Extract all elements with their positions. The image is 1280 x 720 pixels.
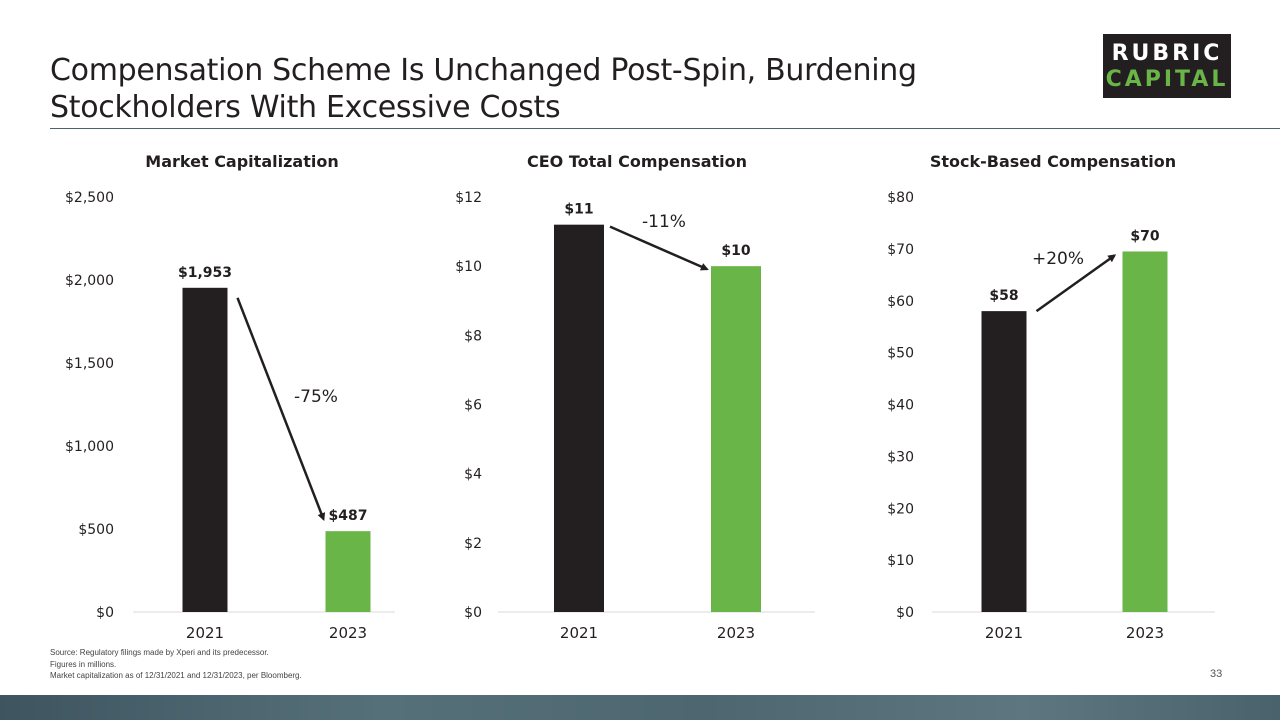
footnote-source: Source: Regulatory filings made by Xperi… [50,648,269,657]
stock-based-compensation-chart-title: Stock-Based Compensation [930,152,1176,171]
stock-based-compensation-y-tick-label: $0 [896,605,914,621]
page-title: Compensation Scheme Is Unchanged Post-Sp… [50,53,917,125]
stock-based-compensation-y-tick-label: $80 [887,190,914,206]
ceo-total-compensation-y-tick-label: $8 [464,328,482,344]
ceo-total-compensation-x-tick-label: 2023 [717,624,755,642]
market-capitalization-chart-title: Market Capitalization [145,152,338,171]
market-capitalization-data-label-2023: $487 [329,508,368,524]
ceo-total-compensation-change-arrow [609,225,709,271]
stock-based-compensation-x-tick-label: 2021 [985,624,1023,642]
market-capitalization-y-tick-label: $500 [78,522,114,538]
page-number: 33 [1210,668,1223,680]
charts-area: Market Capitalization $0 $500 $1,000 $1,500 $… [65,152,1215,642]
market-capitalization-y-tick-label: $2,000 [65,273,114,289]
stock-based-compensation-bar-2023 [1122,251,1168,612]
stock-based-compensation-y-tick-label: $10 [887,553,914,569]
rubric-capital-logo: RUBRIC CAPITAL [1103,34,1231,98]
ceo-total-compensation-bar-2023 [711,266,761,612]
footnote-units: Figures in millions. [50,659,117,669]
stock-based-compensation-y-tick-label: $50 [887,346,914,362]
stock-based-compensation-data-label-2021: $58 [989,288,1018,304]
ceo-total-compensation-change-label: -11% [642,212,686,232]
ceo-total-compensation-data-label-2021: $11 [564,202,593,218]
footnotes: Source: Regulatory filings made by Xperi… [50,647,302,682]
ceo-total-compensation-y-tick-label: $4 [464,467,482,483]
market-capitalization-y-tick-label: $2,500 [65,190,114,206]
market-capitalization-bar-2023 [325,531,371,612]
ceo-total-compensation-y-tick-label: $2 [464,536,482,552]
market-capitalization-bar-2021 [182,287,228,612]
ceo-total-compensation-y-tick-label: $12 [455,190,482,206]
market-capitalization-data-label-2021: $1,953 [178,265,232,281]
market-capitalization-x-tick-label: 2021 [186,624,224,642]
stock-based-compensation-bar-2021 [981,311,1027,612]
market-capitalization-y-tick-label: $1,500 [65,356,114,372]
footnote-market-cap-date: Market capitalization as of 12/31/2021 a… [50,671,302,680]
ceo-total-compensation-y-tick-label: $10 [455,259,482,275]
ceo-total-compensation-chart-title: CEO Total Compensation [527,152,747,171]
market-capitalization-change-label: -75% [294,387,338,407]
market-capitalization-y-tick-label: $1,000 [65,439,114,455]
ceo-total-compensation-data-label-2023: $10 [721,243,750,259]
logo-line-1: RUBRIC [1111,41,1223,66]
market-capitalization-y-tick-label: $0 [96,605,114,621]
stock-based-compensation-y-tick-label: $70 [887,242,914,258]
stock-based-compensation-data-label-2023: $70 [1130,228,1159,244]
stock-based-compensation-y-tick-label: $20 [887,501,914,517]
stock-based-compensation-y-tick-label: $30 [887,449,914,465]
ceo-total-compensation-y-tick-label: $0 [464,605,482,621]
market-capitalization-x-tick-label: 2023 [329,624,367,642]
stock-based-compensation-y-tick-label: $40 [887,398,914,414]
footer-band [0,695,1280,720]
market-capitalization-change-arrow [236,297,326,522]
logo-line-2: CAPITAL [1105,67,1229,92]
ceo-total-compensation-y-tick-label: $6 [464,398,482,414]
stock-based-compensation-change-label: +20% [1032,249,1084,269]
title-divider [50,128,1280,129]
ceo-total-compensation-x-tick-label: 2021 [560,624,598,642]
ceo-total-compensation-bar-2021 [554,224,604,612]
stock-based-compensation-y-tick-label: $60 [887,294,914,310]
stock-based-compensation-change-arrow [1035,254,1117,313]
stock-based-compensation-x-tick-label: 2023 [1126,624,1164,642]
